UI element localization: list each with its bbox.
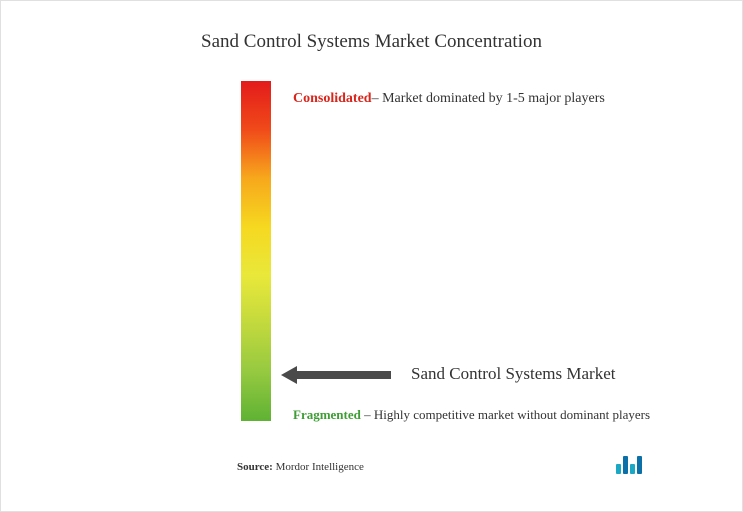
source-label: Source:	[237, 461, 273, 473]
fragmented-label: Fragmented – Highly competitive market w…	[293, 403, 653, 428]
market-label-text: Sand Control Systems Market	[411, 364, 615, 383]
arrow-shaft	[297, 371, 391, 379]
fragmented-rest: – Highly competitive market without domi…	[361, 407, 650, 422]
fragmented-strong: Fragmented	[293, 407, 361, 422]
brand-logo-icon	[616, 456, 642, 474]
source-attribution: Source: Mordor Intelligence	[237, 461, 364, 473]
logo-bar	[630, 464, 635, 474]
logo-bar	[623, 456, 628, 474]
consolidated-strong: Consolidated	[293, 91, 372, 106]
logo-bar	[616, 464, 621, 474]
market-position-label: Sand Control Systems Market	[411, 364, 615, 384]
chart-title: Sand Control Systems Market Concentratio…	[1, 31, 742, 53]
logo-bar	[637, 456, 642, 474]
consolidated-rest: – Market dominated by 1-5 major players	[372, 91, 605, 106]
indicator-arrow	[281, 368, 391, 382]
arrow-head-icon	[281, 366, 297, 384]
source-value: Mordor Intelligence	[273, 461, 364, 473]
title-text: Sand Control Systems Market Concentratio…	[201, 31, 542, 52]
consolidated-label: Consolidated– Market dominated by 1-5 ma…	[293, 86, 613, 111]
concentration-gradient-bar	[241, 81, 271, 421]
